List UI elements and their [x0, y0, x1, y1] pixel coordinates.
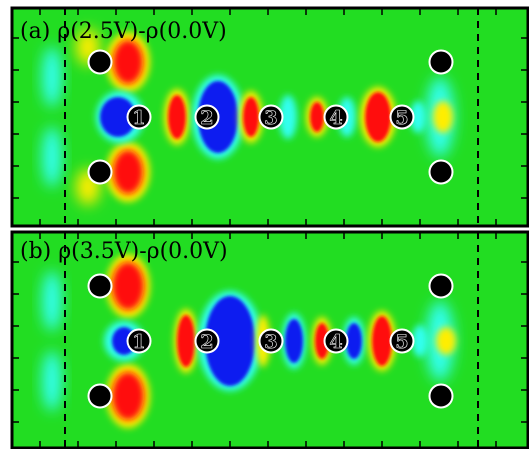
atom-marker — [323, 328, 349, 354]
density-lobe — [365, 92, 391, 142]
density-lobe — [100, 97, 136, 137]
density-lobe — [177, 315, 195, 367]
density-lobe — [410, 101, 426, 133]
atom-marker — [258, 328, 284, 354]
atom-marker — [126, 328, 152, 354]
density-lobe — [42, 127, 62, 187]
density-lobe — [372, 316, 392, 366]
density-lobe — [433, 101, 453, 133]
lead-atom-marker — [428, 159, 454, 185]
density-lobe — [436, 327, 456, 355]
atom-4: 4 — [323, 328, 349, 354]
density-lobe — [113, 40, 143, 84]
density-lobe — [113, 150, 143, 194]
density-contours-b — [42, 254, 456, 428]
atom-marker — [194, 104, 220, 130]
atom-number-label: 2 — [200, 331, 213, 353]
lead-atom-marker — [87, 159, 113, 185]
atom-number-label: 3 — [264, 107, 277, 129]
density-contours-a — [42, 29, 454, 205]
density-lobe — [42, 351, 62, 411]
lead-atom-marker — [87, 49, 113, 75]
atom-marker — [389, 104, 415, 130]
atom-1: 1 — [126, 104, 152, 130]
atom-marker — [389, 328, 415, 354]
panel-b-frame — [10, 230, 529, 449]
density-lobe — [42, 271, 62, 331]
atom-number-label: 1 — [132, 331, 145, 353]
density-lobe — [112, 372, 144, 420]
lead-markers-a — [87, 49, 454, 185]
atom-marker — [323, 104, 349, 130]
panel-b-label: (b) ρ(3.5V)-ρ(0.0V) — [20, 239, 228, 264]
atom-4: 4 — [323, 104, 349, 130]
density-lobe — [42, 47, 62, 107]
atom-5: 5 — [389, 104, 415, 130]
lead-markers-b — [87, 273, 454, 409]
atom-3: 3 — [258, 328, 284, 354]
lead-atom-marker — [428, 49, 454, 75]
atom-number-label: 2 — [200, 107, 213, 129]
atom-number-label: 4 — [329, 331, 342, 353]
lead-atom-marker — [87, 383, 113, 409]
atom-3: 3 — [258, 104, 284, 130]
atom-2: 2 — [194, 328, 220, 354]
panel-a: 1 2 3 4 5 (a) ρ(2.5V)-ρ(0.0V) — [10, 6, 529, 228]
atom-marker — [126, 104, 152, 130]
panel-a-frame — [10, 6, 529, 228]
atom-chain-b: 1 2 3 4 5 — [126, 328, 415, 354]
lead-atom-marker — [428, 383, 454, 409]
density-lobe — [412, 325, 428, 357]
density-lobe — [112, 262, 144, 310]
atom-2: 2 — [194, 104, 220, 130]
panel-a-label: (a) ρ(2.5V)-ρ(0.0V) — [20, 19, 227, 44]
lead-atom-marker — [87, 273, 113, 299]
atom-1: 1 — [126, 328, 152, 354]
atom-number-label: 4 — [329, 107, 342, 129]
panel-b: 1 2 3 4 5 (b) ρ(3.5V)-ρ(0.0V) — [10, 230, 529, 449]
atom-marker — [258, 104, 284, 130]
atom-marker — [194, 328, 220, 354]
atom-5: 5 — [389, 328, 415, 354]
density-lobe — [168, 95, 186, 139]
atom-chain-a: 1 2 3 4 5 — [126, 104, 415, 130]
density-lobe — [346, 323, 362, 359]
density-lobe — [243, 97, 259, 137]
density-lobe — [285, 319, 303, 363]
atom-number-label: 1 — [132, 107, 145, 129]
atom-number-label: 5 — [395, 331, 408, 353]
density-lobe — [315, 323, 329, 359]
density-lobe — [205, 296, 255, 386]
atom-number-label: 5 — [395, 107, 408, 129]
atom-number-label: 3 — [264, 331, 277, 353]
density-lobe — [310, 102, 324, 132]
density-lobe — [279, 95, 297, 139]
lead-atom-marker — [428, 273, 454, 299]
